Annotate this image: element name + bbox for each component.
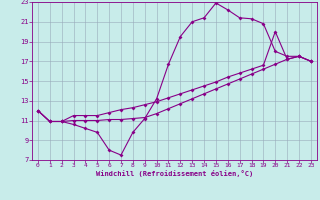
X-axis label: Windchill (Refroidissement éolien,°C): Windchill (Refroidissement éolien,°C) (96, 170, 253, 177)
